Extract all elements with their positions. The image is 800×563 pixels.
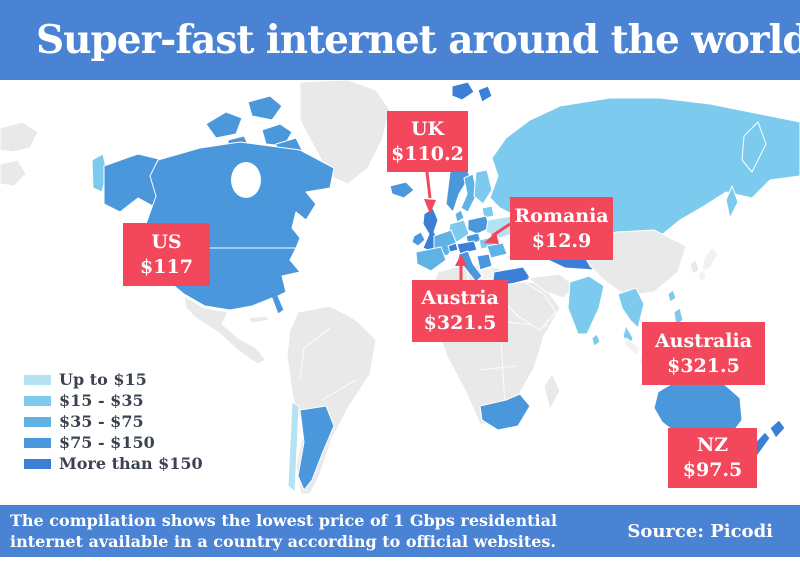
country-baltics (481, 205, 495, 219)
footer-band: The compilation shows the lowest price o… (0, 505, 800, 557)
country-balkans (476, 253, 493, 271)
country-sakhalin (725, 185, 739, 219)
callout-romania: Romania $12.9 (510, 197, 613, 260)
country-austria (456, 240, 478, 255)
callout-nz: NZ $97.5 (668, 428, 757, 488)
page-title: Super-fast internet around the world (36, 17, 800, 63)
legend-swatch (24, 395, 51, 406)
country-indochina (617, 287, 645, 329)
country-southafrica (479, 393, 531, 431)
country-mexico (183, 295, 267, 365)
callout-country: NZ (696, 434, 729, 456)
hudson-bay (231, 162, 261, 198)
callout-australia: Australia $321.5 (642, 322, 765, 385)
footer-note: The compilation shows the lowest price o… (0, 510, 557, 552)
legend-row: Up to $15 (24, 369, 203, 390)
country-nz-north (769, 419, 786, 439)
country-greenland (299, 80, 391, 185)
callout-price: $321.5 (423, 312, 497, 334)
romania-arrow (484, 222, 511, 244)
country-wrap-left2 (0, 159, 27, 187)
callout-price: $110.2 (391, 142, 464, 165)
legend-swatch (24, 438, 51, 449)
legend-row: $75 - $150 (24, 433, 203, 454)
country-wrap-left (0, 121, 39, 153)
header-band: Super-fast internet around the world (0, 0, 800, 80)
legend-label: $35 - $75 (59, 411, 144, 431)
footer-note-line1: The compilation shows the lowest price o… (10, 511, 558, 530)
country-madagascar (543, 373, 561, 411)
country-chile (287, 401, 300, 493)
country-cuba (247, 315, 271, 324)
legend-label: $75 - $150 (59, 433, 155, 453)
country-japan (701, 247, 719, 273)
callout-austria: Austria $321.5 (412, 280, 508, 342)
country-switzerland (447, 242, 459, 253)
uk-arrow (424, 171, 436, 214)
austria-arrow (455, 254, 467, 280)
country-iceland (389, 181, 415, 199)
callout-country: Australia (654, 329, 753, 352)
callout-price: $97.5 (682, 459, 743, 481)
country-philippines (673, 307, 684, 327)
country-sumatra (623, 337, 641, 357)
callout-uk: UK $110.2 (387, 111, 468, 172)
legend: Up to $15 $15 - $35 $35 - $75 $75 - $150… (24, 369, 203, 475)
country-argentina (297, 405, 335, 491)
country-finland (473, 169, 493, 205)
legend-row: More than $150 (24, 454, 203, 475)
callout-price: $117 (140, 255, 193, 278)
callout-country: UK (410, 117, 445, 140)
callout-country: Romania (514, 204, 609, 227)
country-srilanka (591, 333, 601, 347)
legend-swatch (24, 374, 51, 385)
country-poland (467, 215, 491, 235)
callout-country: Austria (421, 287, 499, 309)
callout-price: $321.5 (667, 354, 740, 377)
legend-swatch (24, 459, 51, 470)
country-sweden (460, 173, 478, 213)
country-kamchatka (741, 121, 767, 173)
country-denmark (454, 209, 465, 223)
country-ireland (411, 231, 426, 247)
source-credit: Source: Picodi (627, 520, 773, 542)
legend-row: $15 - $35 (24, 390, 203, 411)
footer-note-line2: internet available in a country accordin… (10, 532, 556, 551)
country-spain (415, 246, 447, 272)
legend-swatch (24, 416, 51, 427)
legend-label: $15 - $35 (59, 390, 144, 410)
country-korea (689, 259, 700, 275)
callout-country: US (151, 230, 182, 253)
country-romania (486, 242, 508, 259)
legend-label: Up to $15 (59, 369, 147, 389)
country-taiwan (667, 289, 677, 303)
legend-label: More than $150 (59, 454, 203, 474)
country-greece (480, 267, 495, 281)
country-india (567, 275, 605, 335)
callout-us: US $117 (123, 223, 210, 286)
callout-price: $12.9 (531, 229, 592, 252)
legend-row: $35 - $75 (24, 411, 203, 432)
